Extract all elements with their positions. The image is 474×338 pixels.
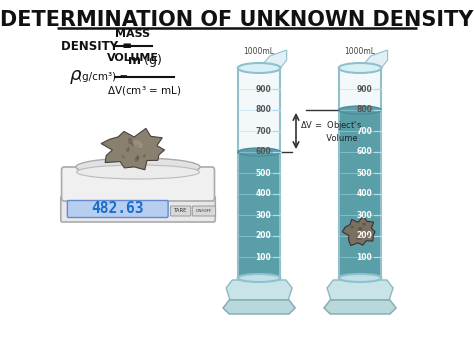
Text: 700: 700 (356, 126, 372, 136)
Ellipse shape (339, 106, 382, 114)
Text: VOLUME: VOLUME (107, 53, 159, 63)
Ellipse shape (358, 227, 363, 231)
FancyBboxPatch shape (171, 206, 191, 216)
Polygon shape (101, 128, 164, 170)
Bar (339, 68, 382, 110)
Text: 600: 600 (255, 147, 271, 156)
Ellipse shape (126, 147, 130, 152)
Text: TARE: TARE (174, 209, 187, 214)
Text: 100: 100 (255, 252, 271, 262)
Text: 900: 900 (255, 84, 271, 94)
Bar (238, 152, 281, 278)
Text: 300: 300 (255, 211, 271, 219)
Ellipse shape (363, 223, 366, 225)
Ellipse shape (359, 238, 361, 240)
Ellipse shape (133, 140, 143, 148)
Ellipse shape (339, 63, 382, 73)
Ellipse shape (366, 235, 369, 238)
Text: 300: 300 (356, 211, 372, 219)
FancyBboxPatch shape (67, 200, 168, 217)
Polygon shape (327, 280, 393, 300)
Polygon shape (324, 300, 396, 314)
Polygon shape (226, 280, 292, 300)
Text: 900: 900 (356, 84, 372, 94)
Text: 800: 800 (255, 105, 271, 115)
Text: (g/cm³) =: (g/cm³) = (78, 72, 128, 82)
Text: $\Delta$V(cm³ = mL): $\Delta$V(cm³ = mL) (108, 84, 182, 97)
Text: 482.63: 482.63 (91, 201, 144, 216)
Text: 200: 200 (255, 232, 271, 241)
Bar (238, 68, 281, 152)
Ellipse shape (339, 274, 382, 282)
Text: 1000mL: 1000mL (244, 48, 274, 56)
FancyBboxPatch shape (192, 206, 216, 216)
Text: 700: 700 (255, 126, 271, 136)
Ellipse shape (136, 145, 138, 147)
Polygon shape (362, 50, 388, 68)
Text: DENSITY =: DENSITY = (61, 40, 132, 52)
Text: 800: 800 (356, 105, 372, 115)
Ellipse shape (122, 155, 125, 158)
Text: 1000mL: 1000mL (345, 48, 375, 56)
Ellipse shape (77, 165, 200, 179)
Polygon shape (223, 300, 295, 314)
Ellipse shape (128, 137, 132, 145)
Text: 500: 500 (356, 169, 372, 177)
Ellipse shape (356, 238, 359, 240)
Ellipse shape (238, 148, 281, 156)
Text: $\mathbf{m}$ (g): $\mathbf{m}$ (g) (127, 52, 163, 69)
Ellipse shape (143, 154, 146, 158)
Ellipse shape (132, 142, 134, 146)
Text: 200: 200 (356, 232, 372, 241)
Text: DETERMINATION OF UNKNOWN DENSITY: DETERMINATION OF UNKNOWN DENSITY (0, 10, 474, 30)
Ellipse shape (238, 274, 281, 282)
Polygon shape (342, 216, 375, 246)
Text: 400: 400 (356, 190, 372, 198)
Text: 100: 100 (356, 252, 372, 262)
Bar (339, 110, 382, 278)
Text: ON/OFF: ON/OFF (196, 209, 212, 213)
Ellipse shape (135, 156, 139, 162)
Ellipse shape (351, 226, 354, 228)
Ellipse shape (238, 63, 281, 73)
Text: 400: 400 (255, 190, 271, 198)
Text: 600: 600 (356, 147, 372, 156)
FancyBboxPatch shape (61, 196, 215, 222)
Polygon shape (261, 50, 287, 68)
Text: 500: 500 (255, 169, 271, 177)
Text: $\rho$: $\rho$ (69, 68, 82, 86)
FancyBboxPatch shape (62, 167, 215, 201)
Text: $\Delta$V =  Object's
          Volume: $\Delta$V = Object's Volume (300, 119, 362, 143)
Ellipse shape (76, 158, 200, 176)
Text: MASS: MASS (115, 29, 151, 39)
Ellipse shape (136, 155, 139, 160)
